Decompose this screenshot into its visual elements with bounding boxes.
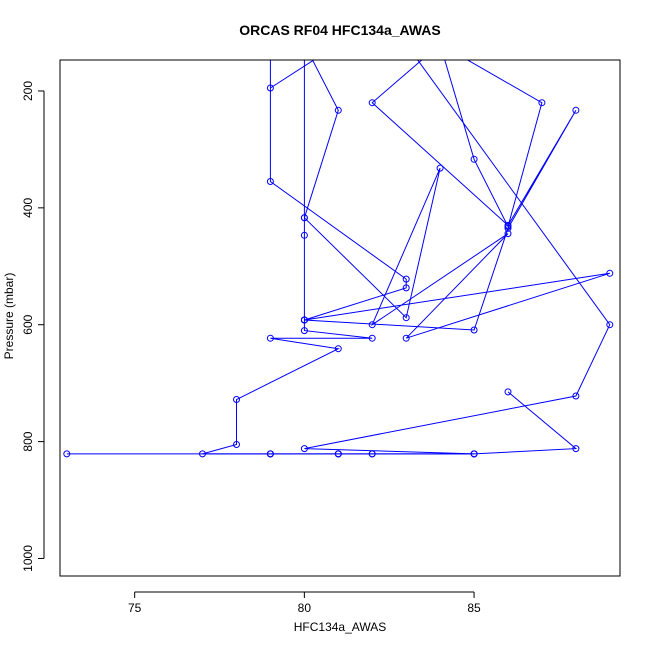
data-point [300,327,308,335]
series-line-2 [66,391,578,455]
y-tick-label: 1000 [21,545,35,572]
data-point [266,178,274,185]
data-point [572,445,580,453]
y-tick-label: 600 [21,314,35,334]
series-points [63,84,614,458]
y-tick-label: 400 [21,198,35,218]
data-point [199,450,206,458]
data-point [233,396,240,403]
series-lines [66,60,611,455]
x-axis-label: HFC134a_AWAS [294,620,386,634]
data-point [470,155,478,163]
x-tick-label: 80 [298,601,312,615]
data-point [402,334,410,342]
data-point [300,214,308,222]
data-point [368,334,376,342]
data-point [266,84,274,92]
data-point [300,231,308,239]
data-point [402,275,410,283]
data-point [606,321,614,329]
data-point [436,164,444,172]
y-axis-label: Pressure (mbar) [2,273,16,360]
data-point [402,314,410,322]
plot-frame [59,59,621,577]
data-point [368,450,376,458]
data-point [402,284,410,292]
chart-title: ORCAS RF04 HFC134a_AWAS [239,22,441,38]
data-point [368,321,376,329]
data-point [334,450,342,458]
data-point [266,450,274,458]
data-point [572,392,580,400]
data-point [368,99,376,107]
data-point [233,441,240,448]
x-tick-label: 85 [467,601,481,615]
data-point [572,106,580,114]
data-point [504,223,512,230]
data-point [300,445,308,453]
data-point [504,230,512,238]
data-point [334,345,342,353]
data-point [470,326,478,334]
y-tick-label: 200 [21,81,35,101]
series-line-1 [202,60,611,455]
data-point [300,316,308,324]
data-point [266,334,274,342]
data-point [470,450,478,458]
data-point [334,106,342,114]
data-point [538,99,546,107]
y-tick-label: 800 [21,431,35,451]
axes: 75 80 85 200 400 600 800 1000 [21,81,481,615]
data-point [606,269,614,277]
x-tick-label: 75 [128,601,142,615]
data-point [504,388,512,396]
data-point [63,450,71,458]
